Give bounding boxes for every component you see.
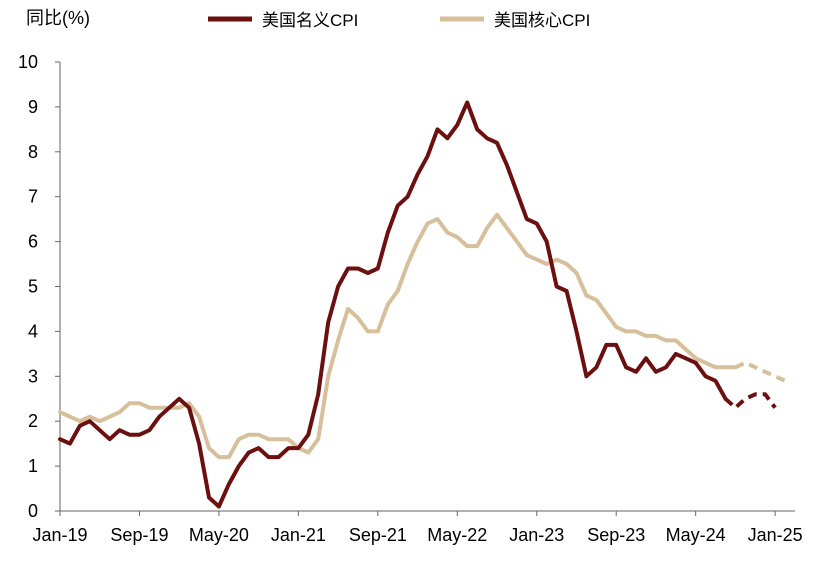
series-forecast-line-1 [734,360,786,383]
axes: 0 1 2 3 4 5 6 7 8 9 10 Jan-19 Sep-19 May-20 Jan-21 Sep-… [18,52,803,545]
y-tick-label: 3 [28,366,38,386]
series-forecast-line-0 [724,392,777,410]
y-tick-label: 9 [28,97,38,117]
y-tick-label: 7 [28,187,38,207]
x-tick-label: May-20 [189,525,249,545]
y-tick-label: 8 [28,142,38,162]
x-tick-label: Sep-19 [110,525,168,545]
y-tick-label: 2 [28,411,38,431]
series-line-1 [58,212,738,460]
x-tick-label: Jan-23 [509,525,564,545]
legend-label-nominal-cpi: 美国名义CPI [262,11,358,30]
x-tick-label: May-22 [427,525,487,545]
series-layer [58,100,786,509]
y-tick-label: 4 [28,321,38,341]
x-tick-label: Jan-19 [32,525,87,545]
y-tick-label: 6 [28,232,38,252]
series-line-0 [58,100,728,509]
y-tick-label: 0 [28,501,38,521]
x-tick-label: Sep-23 [587,525,645,545]
y-tick-label: 5 [28,277,38,297]
y-tick-label: 10 [18,52,38,72]
x-tick-label: Jan-21 [271,525,326,545]
y-axis-label: 同比(%) [26,8,90,28]
x-tick-label: Sep-21 [349,525,407,545]
y-tick-label: 1 [28,456,38,476]
legend-label-core-cpi: 美国核心CPI [494,11,590,30]
x-tick-label: Jan-25 [748,525,803,545]
x-tick-label: May-24 [666,525,726,545]
legend: 美国名义CPI 美国核心CPI [208,11,590,30]
